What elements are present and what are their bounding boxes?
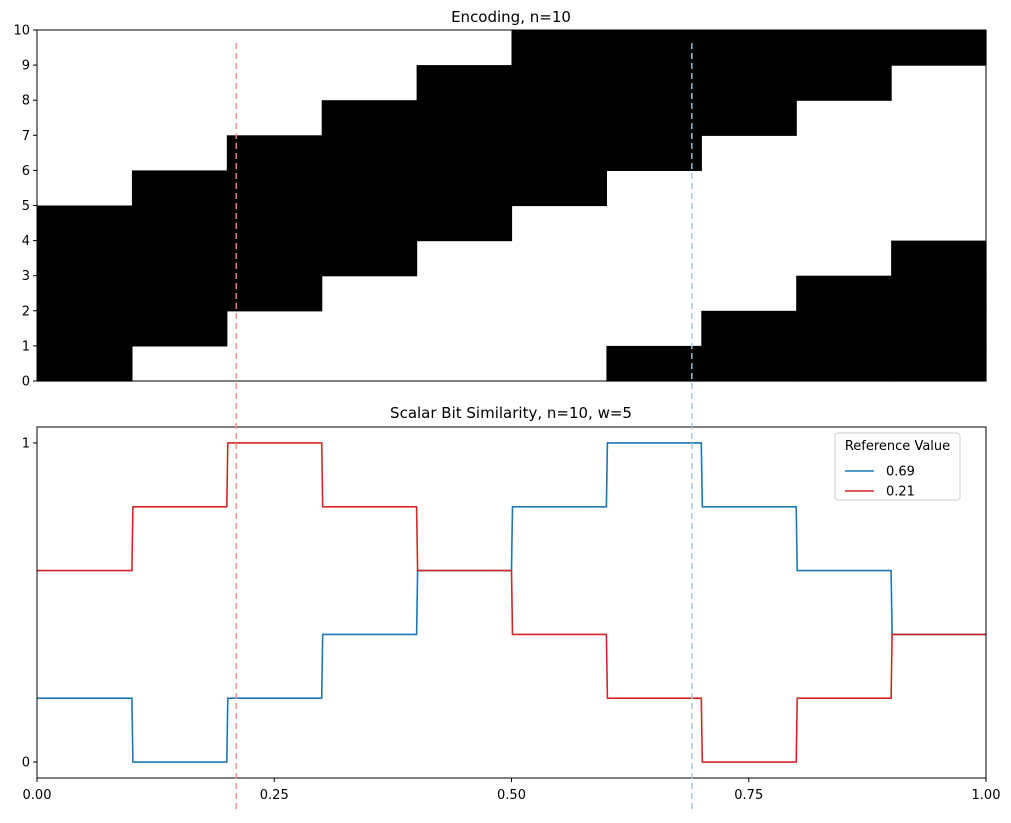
encoding-cell — [416, 65, 513, 101]
encoding-cell — [226, 135, 323, 171]
encoding-cell — [511, 100, 607, 136]
encoding-frame — [36, 29, 987, 382]
encoding-cell — [701, 100, 797, 136]
encoding-cell — [796, 275, 892, 312]
y-tick-label: 0 — [22, 756, 30, 771]
encoding-cell — [796, 310, 892, 347]
y-tick-label: 0 — [22, 375, 30, 390]
x-tick-label: 0.00 — [23, 788, 52, 803]
similarity-panel: Scalar Bit Similarity, n=10, w=5 01 0.00… — [22, 404, 1001, 803]
x-tick-label: 1.00 — [972, 788, 1001, 803]
encoding-cell — [701, 65, 797, 101]
y-tick-label: 10 — [13, 24, 30, 39]
encoding-cell — [796, 345, 892, 382]
x-tick-label: 0.75 — [734, 788, 763, 803]
encoding-cell — [321, 170, 418, 207]
encoding-cell — [511, 170, 607, 207]
similarity-x-axis: 0.00 0.25 0.50 0.75 1.00 — [23, 778, 1001, 803]
encoding-cell — [891, 275, 987, 312]
y-tick-label: 5 — [22, 199, 30, 214]
encoding-cells — [37, 30, 987, 382]
encoding-cell — [37, 345, 133, 382]
y-tick-label: 8 — [22, 94, 30, 109]
encoding-cell — [511, 135, 607, 171]
y-tick-label: 3 — [22, 269, 30, 284]
encoding-cell — [511, 65, 607, 101]
encoding-cell — [796, 30, 892, 66]
similarity-title: Scalar Bit Similarity, n=10, w=5 — [390, 404, 632, 422]
encoding-cell — [416, 135, 513, 171]
series-line-0.69 — [37, 442, 986, 763]
encoding-cell — [416, 205, 513, 242]
y-tick-label: 4 — [22, 234, 30, 249]
encoding-cell — [891, 310, 987, 347]
encoding-cell — [226, 205, 323, 242]
encoding-cell — [606, 135, 702, 171]
encoding-cell — [701, 345, 797, 382]
encoding-cell — [891, 30, 987, 66]
encoding-cell — [511, 30, 607, 66]
encoding-y-axis: 0 1 2 3 4 5 6 7 8 9 10 — [13, 24, 37, 390]
legend-label: 0.21 — [886, 485, 915, 500]
encoding-cell — [891, 240, 987, 277]
encoding-cell — [131, 240, 228, 277]
encoding-cell — [37, 310, 133, 347]
encoding-cell — [37, 205, 133, 242]
encoding-cell — [606, 345, 702, 382]
encoding-cell — [606, 30, 702, 66]
encoding-cell — [416, 100, 513, 136]
encoding-cell — [891, 345, 987, 382]
encoding-cell — [606, 65, 702, 101]
legend-label: 0.69 — [886, 465, 915, 480]
encoding-cell — [321, 205, 418, 242]
encoding-cell — [37, 240, 133, 277]
y-tick-label: 2 — [22, 304, 30, 319]
y-tick-label: 7 — [22, 129, 30, 144]
encoding-cell — [131, 275, 228, 312]
legend-box — [834, 432, 961, 501]
similarity-y-axis: 01 — [22, 436, 37, 771]
encoding-cell — [796, 65, 892, 101]
y-tick-label: 1 — [22, 339, 30, 354]
y-tick-label: 1 — [22, 436, 30, 451]
encoding-title: Encoding, n=10 — [451, 8, 571, 26]
y-tick-label: 9 — [22, 59, 30, 74]
encoding-cell — [131, 310, 228, 347]
encoding-cell — [321, 240, 418, 277]
x-tick-label: 0.25 — [260, 788, 289, 803]
encoding-cell — [131, 205, 228, 242]
legend-title: Reference Value — [845, 439, 950, 454]
series-line-0.21 — [37, 442, 986, 763]
similarity-frame — [36, 426, 987, 779]
encoding-cell — [226, 170, 323, 207]
encoding-cell — [701, 30, 797, 66]
y-tick-label: 6 — [22, 164, 30, 179]
encoding-cell — [321, 135, 418, 171]
x-tick-label: 0.50 — [497, 788, 526, 803]
encoding-cell — [226, 240, 323, 277]
encoding-cell — [321, 100, 418, 136]
encoding-cell — [37, 275, 133, 312]
reference-lines — [235, 43, 693, 812]
legend: Reference Value 0.69 0.21 — [834, 432, 961, 501]
encoding-cell — [701, 310, 797, 347]
encoding-cell — [131, 170, 228, 207]
similarity-series — [37, 442, 986, 763]
encoding-cell — [226, 275, 323, 312]
encoding-cell — [606, 100, 702, 136]
encoding-cell — [416, 170, 513, 207]
encoding-panel: Encoding, n=10 0 1 2 3 4 5 6 7 8 9 10 — [13, 8, 987, 390]
